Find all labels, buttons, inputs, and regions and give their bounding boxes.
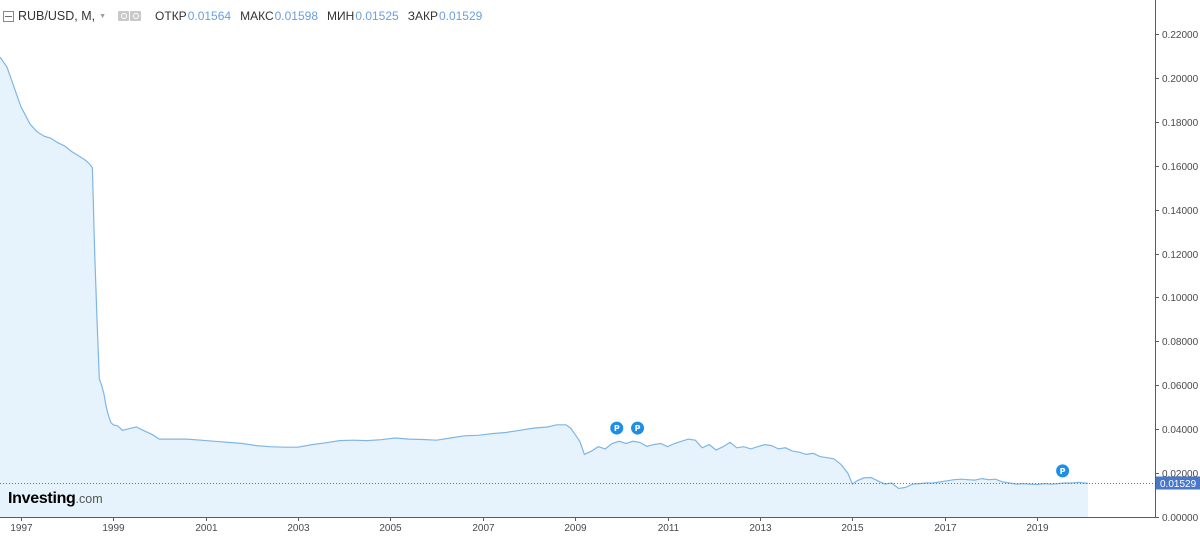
last-price-box (1156, 476, 1200, 490)
close-label: ЗАКР (407, 9, 438, 23)
settings-icon[interactable] (130, 11, 142, 21)
event-marker[interactable]: P (1056, 464, 1070, 478)
y-tick-label: 0.04000 (1162, 425, 1199, 436)
y-tick-label: 0.02000 (1162, 469, 1199, 480)
x-tick-label: 2003 (287, 523, 310, 534)
area-fill (0, 57, 1088, 517)
y-tick-label: 0.16000 (1162, 162, 1199, 173)
y-tick-label: 0.22000 (1162, 30, 1199, 41)
y-axis[interactable]: 0.22000 0.20000 0.18000 0.16000 0.14000 0.120… (1155, 0, 1199, 524)
event-markers: P P P (610, 421, 1070, 478)
x-tick-label: 2009 (564, 523, 587, 534)
y-tick-label: 0.06000 (1162, 381, 1199, 392)
series-line (0, 56, 1089, 490)
logo-main: Investing (8, 490, 76, 507)
x-tick-label: 2013 (749, 523, 772, 534)
x-tick-label: 2001 (195, 523, 218, 534)
y-tick-label: 0.12000 (1162, 250, 1199, 261)
y-tick-label: 0.00000 (1162, 513, 1199, 524)
y-tick-label: 0.10000 (1162, 293, 1199, 304)
x-tick-label: 2011 (658, 523, 680, 534)
x-tick-label: 1997 (10, 523, 33, 534)
close-value: 0.01529 (438, 9, 483, 23)
y-tick-label: 0.14000 (1162, 206, 1199, 217)
chart-legend: RUB/USD, M, ▼ ОТКР 0.01564 МАКС 0.01598 … (0, 7, 482, 25)
x-tick-label: 2015 (841, 523, 864, 534)
logo-sub: .com (75, 492, 103, 506)
event-marker-label: P (635, 424, 641, 433)
open-label: ОТКР (155, 9, 187, 23)
chevron-down-icon[interactable]: ▼ (99, 12, 107, 20)
last-price-text: 0.01529 (1160, 479, 1197, 490)
x-tick-label: 2005 (379, 523, 402, 534)
visibility-icon[interactable] (118, 11, 130, 21)
open-value: 0.01564 (187, 9, 232, 23)
y-tick-label: 0.18000 (1162, 118, 1199, 129)
y-tick-label: 0.20000 (1162, 74, 1199, 85)
x-axis[interactable]: 1997 1999 2001 2003 2005 2007 2009 2011 2013 2015… (0, 517, 1155, 534)
event-marker-label: P (614, 424, 620, 433)
event-marker-circle (1056, 464, 1070, 478)
high-label: МАКС (240, 9, 274, 23)
x-tick-label: 2007 (472, 523, 495, 534)
low-value: 0.01525 (355, 9, 399, 23)
symbol-label[interactable]: RUB/USD, M, (18, 9, 96, 23)
high-value: 0.01598 (274, 9, 319, 23)
event-marker[interactable]: P (610, 421, 624, 435)
x-tick-label: 1999 (102, 523, 125, 534)
low-label: МИН (327, 9, 355, 23)
investing-logo: Investing.com (8, 490, 103, 508)
x-tick-label: 2019 (1026, 523, 1049, 534)
event-marker-circle (610, 421, 624, 435)
last-price-tag: 0.01529 (1156, 476, 1200, 490)
y-tick-label: 0.08000 (1162, 337, 1199, 348)
event-marker-circle (631, 421, 645, 435)
collapse-icon[interactable] (3, 10, 14, 22)
event-marker-label: P (1060, 467, 1066, 476)
x-tick-label: 2017 (934, 523, 957, 534)
event-marker[interactable]: P (631, 421, 645, 435)
series-settings-buttons (118, 11, 142, 21)
